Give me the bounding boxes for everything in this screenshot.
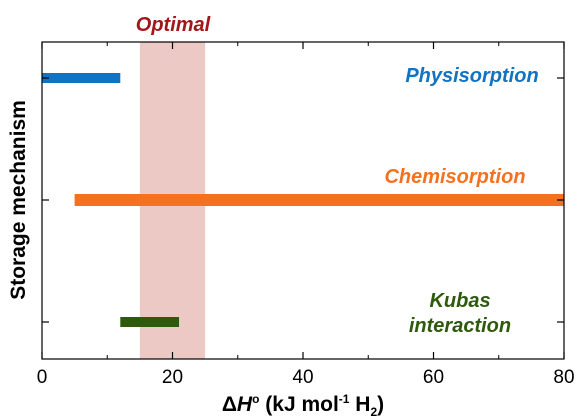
range-bar-physisorption [42, 73, 121, 83]
series-label-chemisorption: Chemisorption [384, 166, 525, 188]
band-label: Optimal [136, 14, 211, 36]
range-bar-kubas-interaction [120, 317, 180, 327]
x-tick-label: 60 [423, 367, 444, 388]
y-axis-title: Storage mechanism [7, 100, 30, 300]
series-label-physisorption: Physisorption [405, 65, 538, 87]
series-label-kubas-interaction: Kubas interaction [409, 290, 511, 337]
x-tick-label: 80 [553, 367, 574, 388]
range-bar-chemisorption [74, 194, 564, 206]
x-axis-title: ΔHo (kJ mol-1 H2) [222, 392, 384, 419]
x-tick-label: 40 [292, 367, 313, 388]
x-tick-label: 0 [37, 367, 48, 388]
x-tick-label: 20 [162, 367, 183, 388]
